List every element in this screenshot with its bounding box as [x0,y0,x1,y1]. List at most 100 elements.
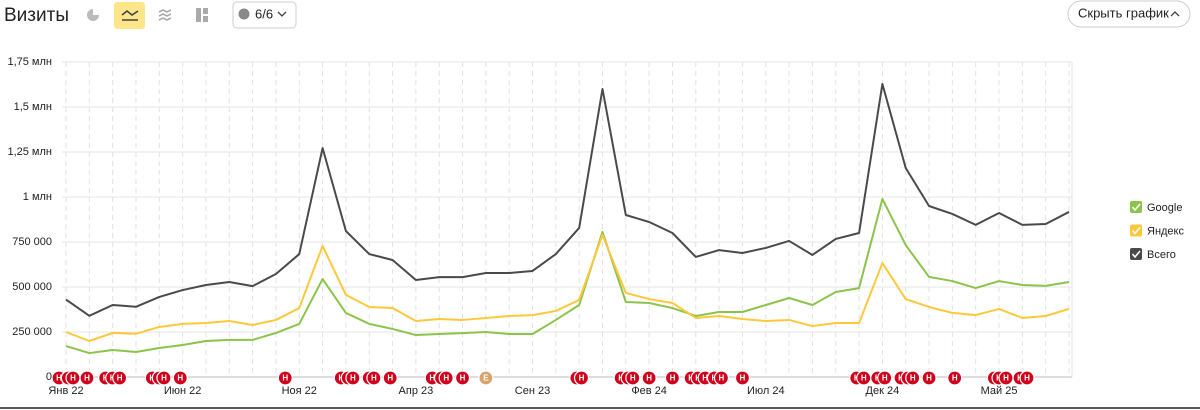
y-tick-label: 0 [46,371,52,383]
annotation-badge [172,370,188,386]
x-tick-label: Янв 22 [48,385,83,397]
annotation[interactable]: Н [713,370,730,386]
annotation[interactable]: Н [921,370,937,386]
annotation-label: Н [882,374,888,383]
annotation-badge [734,370,751,386]
annotation-label: Н [371,374,377,383]
annotation-badge [454,370,471,386]
annotation-label: Н [387,374,393,383]
legend-check [1131,203,1141,212]
legend-check [1131,226,1141,235]
legend-label: Google [1147,202,1182,214]
annotation[interactable]: Н [79,370,95,386]
view-area[interactable] [158,9,172,21]
legend-item[interactable]: Google [1130,201,1182,214]
annotation-label: Н [429,374,435,383]
annotation[interactable]: Н [734,370,751,386]
x-tick-label: Май 25 [981,385,1018,397]
x-tick-label: Дек 24 [866,385,900,397]
hide-chart-label: Скрыть график [1078,5,1169,20]
annotation[interactable]: Н [573,370,590,386]
annotation-badge [277,370,293,386]
hide-chart-button[interactable]: Скрыть график [1067,0,1191,28]
annotation[interactable]: Н [856,370,872,386]
y-tick-label: 1,5 млн [14,101,52,113]
annotation[interactable]: Н [65,370,81,386]
annotation-badge [713,370,730,386]
annotation-badge [1019,370,1035,386]
annotation[interactable]: Н [905,370,921,386]
annotation-label: Н [443,374,449,383]
annotation-badge [921,370,937,386]
annotation-label: Н [861,374,867,383]
annotation[interactable]: Н [998,370,1014,386]
x-tick-label: Апр 23 [399,385,434,397]
annotation-badge [625,370,641,386]
annotation-badge [382,370,398,386]
annotation[interactable]: Н [454,370,471,386]
annotation-badge [877,370,893,386]
legend-checkbox [1130,201,1142,213]
legend-check [1131,250,1141,259]
annotation-badge [947,370,963,386]
series-line [65,197,1070,355]
annotation[interactable]: Н [277,370,293,386]
y-tick-label: 1,25 млн [7,146,52,158]
annotation-badge [905,370,921,386]
annotation-badge [366,370,382,386]
annotation[interactable]: Н [877,370,893,386]
annotation[interactable]: Н [345,370,361,386]
view-line[interactable] [114,2,145,29]
annotation-label: Н [460,374,466,383]
annotation-label: Н [84,374,90,383]
annotation[interactable]: Н [112,370,128,386]
y-tick-label: 250 000 [12,326,52,338]
annotation[interactable]: Н [947,370,963,386]
annotation[interactable]: Н [382,370,398,386]
annotation-label: Н [702,374,708,383]
y-tick-label: 1 млн [23,191,52,203]
annotation-label: Н [646,374,652,383]
annotation-label: Н [1003,374,1009,383]
annotation[interactable]: Е [478,370,494,386]
annotation[interactable]: Н [625,370,641,386]
series-line [65,82,1070,317]
legend-label: Всего [1147,249,1176,261]
x-tick-label: Июн 22 [164,385,202,397]
annotation[interactable]: Н [172,370,188,386]
annotation-badge [478,370,494,386]
y-tick-label: 500 000 [12,281,52,293]
annotation-label: Е [483,374,489,383]
annotation[interactable]: Н [664,370,681,386]
chart-title: Визиты [4,5,69,26]
annotation-badge [573,370,590,386]
counter-dropdown[interactable]: 6/6 [232,1,297,29]
annotation-label: Н [70,374,76,383]
y-tick-label: 750 000 [12,236,52,248]
annotation-label: Н [161,374,167,383]
annotation-label: Н [350,374,356,383]
counter-label: 6/6 [255,6,273,21]
x-tick-label: Сен 23 [515,385,550,397]
legend-checkbox [1130,248,1142,260]
view-bars[interactable] [196,8,208,22]
annotation[interactable]: Н [438,370,454,386]
annotation-badge [664,370,681,386]
annotation[interactable]: Н [156,370,172,386]
annotation[interactable]: Н [366,370,382,386]
annotation-label: Н [926,374,932,383]
y-tick-label: 1,75 млн [7,56,52,68]
legend-item[interactable]: Всего [1130,248,1176,261]
legend-item[interactable]: Яндекс [1130,224,1184,238]
annotation-badge [345,370,361,386]
annotation[interactable]: Н [641,370,657,386]
x-tick-label: Июл 24 [747,385,785,397]
view-pie[interactable] [87,9,99,21]
annotation[interactable]: Н [1019,370,1035,386]
annotation-label: Н [719,374,725,383]
annotation-label: Н [117,374,123,383]
annotation-label: Н [177,374,183,383]
legend-checkbox [1130,224,1142,237]
legend-label: Яндекс [1147,225,1184,237]
annotation-badge [438,370,454,386]
